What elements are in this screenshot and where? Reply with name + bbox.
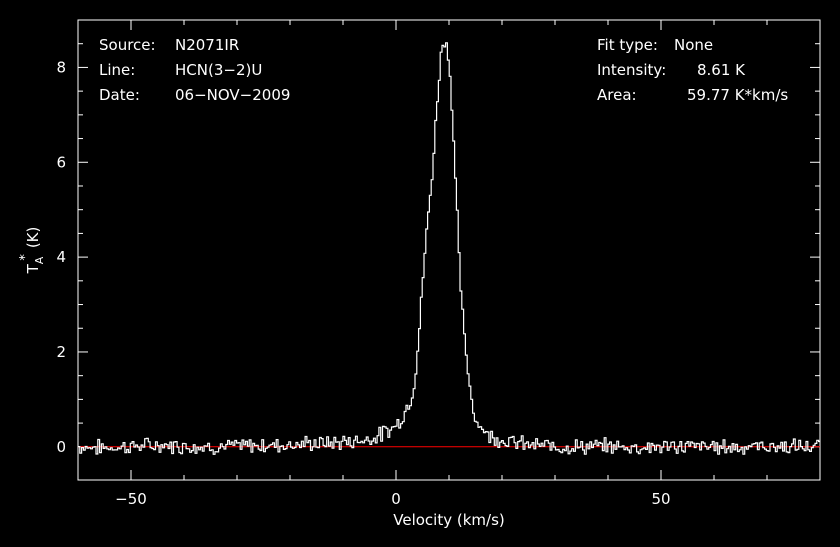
area-value: 59.77 K*km/s bbox=[687, 86, 789, 104]
source-label: Source: bbox=[99, 36, 156, 54]
line-value: HCN(3−2)U bbox=[175, 61, 263, 79]
area-label: Area: bbox=[597, 86, 637, 104]
intensity-value: 8.61 K bbox=[697, 61, 746, 79]
source-value: N2071IR bbox=[175, 36, 240, 54]
spectrum-line bbox=[78, 42, 820, 455]
axis-ticks: −50 0 50 0 2 4 6 8 bbox=[56, 19, 821, 508]
intensity-label: Intensity: bbox=[597, 61, 667, 79]
y-axis-label-main: T bbox=[24, 263, 42, 274]
y-axis-label-unit: (K) bbox=[24, 227, 42, 249]
fit-type-label: Fit type: bbox=[597, 36, 658, 54]
fit-type-value: None bbox=[674, 36, 714, 54]
date-value: 06−NOV−2009 bbox=[175, 86, 291, 104]
y-tick-label: 0 bbox=[56, 438, 66, 456]
x-tick-label: −50 bbox=[115, 490, 147, 508]
y-tick-label: 8 bbox=[56, 58, 66, 76]
svg-text:TA*(K): TA* (K) bbox=[18, 227, 46, 275]
y-axis-label-sub: A bbox=[33, 256, 46, 264]
y-axis-label: TA* (K) bbox=[18, 227, 46, 275]
x-axis-label: Velocity (km/s) bbox=[393, 511, 504, 529]
y-tick-label: 2 bbox=[56, 343, 66, 361]
x-tick-label: 50 bbox=[651, 490, 670, 508]
y-tick-label: 4 bbox=[56, 248, 66, 266]
x-tick-label: 0 bbox=[391, 490, 401, 508]
line-label: Line: bbox=[99, 61, 136, 79]
y-tick-label: 6 bbox=[56, 153, 66, 171]
y-axis-label-sup: * bbox=[18, 254, 33, 261]
date-label: Date: bbox=[99, 86, 140, 104]
